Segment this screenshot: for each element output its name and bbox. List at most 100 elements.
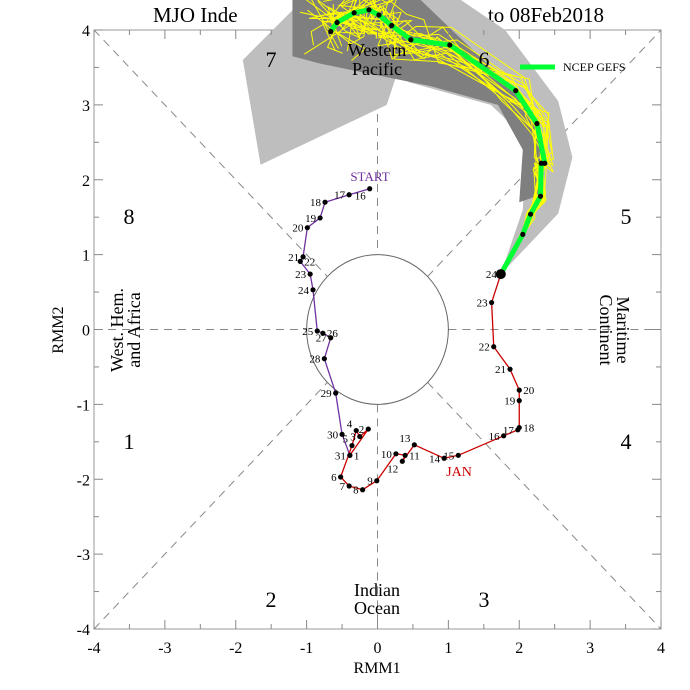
day-label: 21 (288, 252, 299, 264)
data-point (328, 335, 334, 341)
data-point (307, 271, 313, 277)
data-point (339, 431, 345, 437)
day-label: 11 (409, 450, 420, 462)
data-point (513, 88, 519, 94)
day-label: 6 (331, 472, 337, 484)
data-point (516, 387, 522, 393)
day-label: 16 (355, 191, 367, 203)
phase-label-8: 8 (124, 204, 135, 229)
grid-line-diagonal-se (427, 382, 662, 630)
region-label-indian-2: Ocean (354, 598, 400, 618)
data-point (399, 458, 405, 464)
data-point (520, 231, 526, 238)
y-tick-label: 4 (82, 23, 90, 40)
region-label-western-pacific-2: Pacific (352, 59, 402, 79)
x-tick-label: 4 (657, 640, 665, 657)
data-point (516, 424, 522, 431)
data-point (353, 427, 359, 434)
data-point (351, 10, 357, 16)
data-point (393, 451, 399, 457)
day-label: 22 (479, 342, 490, 354)
data-point (389, 22, 395, 29)
y-axis-label: RMM2 (50, 306, 67, 353)
data-point (447, 42, 453, 48)
data-point (455, 452, 461, 458)
y-tick-label: -4 (77, 622, 90, 639)
data-point (334, 19, 340, 26)
data-point (376, 12, 382, 18)
x-tick-label: -4 (87, 640, 100, 657)
day-label: 1 (354, 450, 360, 462)
data-point (346, 483, 352, 489)
day-label: 14 (429, 453, 441, 465)
data-point (366, 7, 372, 13)
x-axis-label: RMM1 (353, 660, 400, 677)
data-point (534, 120, 540, 127)
month-label-jan: JAN (446, 465, 472, 480)
y-tick-label: 1 (82, 248, 90, 265)
region-label-maritime-1: Maritime (613, 297, 633, 364)
data-point (320, 330, 326, 336)
series-line-december (299, 188, 370, 456)
data-point (411, 442, 417, 448)
day-label: 24 (486, 269, 498, 281)
data-point (491, 344, 497, 350)
legend-label-ncep-gefs: NCEP GEFS (563, 60, 626, 74)
day-label: 26 (327, 328, 339, 340)
data-point (333, 390, 339, 396)
day-label: 29 (321, 388, 333, 400)
phase-label-6: 6 (479, 47, 490, 72)
data-point (516, 398, 522, 404)
phase-label-2: 2 (266, 587, 277, 612)
day-label: 18 (523, 423, 535, 435)
region-label-indian-1: Indian (354, 580, 400, 600)
data-point (310, 287, 316, 293)
y-tick-label: 3 (82, 98, 90, 115)
data-point (402, 452, 408, 458)
grid-line-diagonal-nw (93, 29, 328, 277)
data-point (360, 487, 366, 493)
day-label: 20 (292, 223, 304, 235)
day-label: 19 (504, 396, 516, 408)
phase-label-7: 7 (266, 47, 277, 72)
day-label: 23 (477, 298, 489, 310)
unit-circle (306, 254, 449, 405)
data-point (304, 225, 310, 231)
day-label: 3 (350, 432, 356, 444)
start-label: START (350, 169, 389, 184)
x-tick-label: 2 (515, 640, 523, 657)
phase-label-4: 4 (621, 429, 632, 454)
day-label: 22 (304, 256, 315, 268)
data-point (349, 442, 355, 449)
y-tick-label: 2 (82, 173, 90, 190)
day-label: 20 (523, 385, 535, 397)
y-tick-label: -2 (77, 472, 90, 489)
day-label: 7 (340, 481, 346, 493)
data-point (441, 455, 447, 461)
day-label: 2 (359, 424, 365, 436)
data-point (357, 433, 363, 440)
day-label: 21 (495, 364, 506, 376)
x-tick-label: -1 (300, 640, 313, 657)
data-point (367, 186, 373, 192)
day-label: 5 (342, 434, 348, 446)
phase-label-5: 5 (621, 204, 632, 229)
day-label: 31 (335, 450, 346, 462)
x-tick-label: 0 (374, 640, 382, 657)
y-tick-label: 0 (82, 323, 90, 340)
day-label: 27 (316, 333, 328, 345)
data-point (300, 254, 306, 260)
ensemble-spread-inner (292, 0, 545, 203)
x-tick-label: 1 (444, 640, 452, 657)
data-point (328, 28, 334, 35)
grid-line-diagonal-sw (93, 382, 328, 630)
data-point (542, 160, 548, 166)
day-label: 30 (327, 429, 339, 441)
x-tick-label: 3 (586, 640, 594, 657)
data-point (374, 478, 380, 484)
data-point (338, 474, 344, 480)
day-label: 4 (347, 419, 353, 431)
region-label-western-pacific-1: Western (348, 40, 407, 60)
data-point (317, 215, 323, 221)
